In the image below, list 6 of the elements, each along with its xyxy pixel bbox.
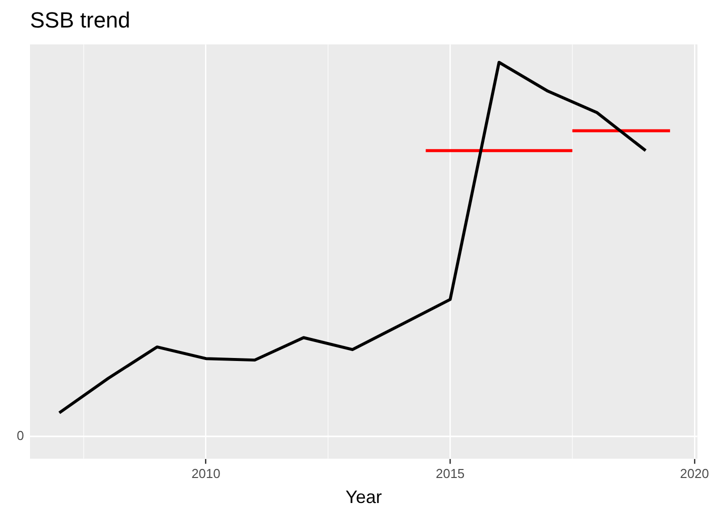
- ref-line-label: 0: [16, 428, 24, 443]
- chart-title: SSB trend: [30, 7, 130, 32]
- x-tick-label: 2010: [191, 466, 220, 482]
- x-tick-label: 2020: [680, 466, 709, 482]
- x-tick-label: 2015: [436, 466, 465, 482]
- x-axis-title: Year: [346, 487, 382, 508]
